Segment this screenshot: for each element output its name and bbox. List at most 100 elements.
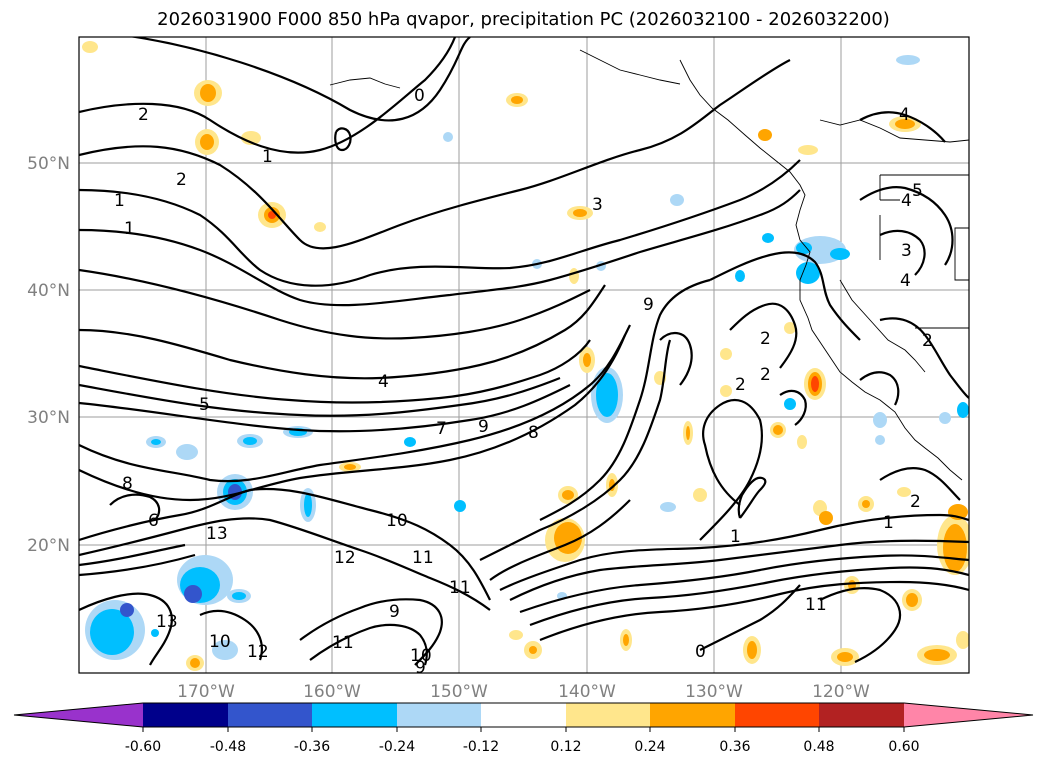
- colorbar-segment: [143, 703, 228, 727]
- precip-patch: [875, 435, 885, 445]
- contour-line: [79, 334, 627, 502]
- colorbar-segment: [397, 703, 481, 727]
- contour-label: 11: [332, 633, 354, 653]
- contour-line: [79, 284, 606, 380]
- contour-line: [309, 623, 428, 666]
- lat-label-30n: 30°N: [27, 408, 70, 428]
- lon-label-130w: 130°W: [685, 682, 743, 702]
- colorbar-tick-label: 0.24: [634, 739, 665, 755]
- contour-label: 9: [415, 658, 426, 678]
- contour-line: [79, 268, 591, 340]
- contour-label: 4: [899, 105, 910, 125]
- colorbar-tick-label: -0.48: [210, 739, 246, 755]
- colorbar-segment: [819, 703, 904, 727]
- precip-patch: [896, 55, 920, 65]
- contour-label: 3: [592, 195, 603, 215]
- contour-line: [539, 580, 969, 642]
- contour-label: 12: [334, 548, 356, 568]
- precip-patch: [660, 502, 676, 512]
- contour-label: 0: [414, 86, 425, 106]
- contour-label: 12: [247, 642, 269, 662]
- precip-patch: [443, 132, 453, 142]
- contour-label: 5: [912, 181, 923, 201]
- map-plot-area: 2 1 2 1 1 0 3 4 5 4 3 4 9 2 2 2 4 5 7 9: [78, 36, 970, 678]
- precip-patch: [837, 652, 853, 662]
- precip-patch: [819, 511, 833, 525]
- longitude-labels: 170°W 160°W 150°W 140°W 130°W 120°W: [177, 682, 870, 702]
- precip-patch: [184, 585, 202, 603]
- precip-patch: [943, 524, 967, 572]
- coastlines: [329, 49, 969, 481]
- lon-label-140w: 140°W: [558, 682, 616, 702]
- contour-label: 5: [199, 395, 210, 415]
- lon-label-150w: 150°W: [430, 682, 488, 702]
- latitude-labels: 50°N 40°N 30°N 20°N: [27, 154, 70, 556]
- contour-line: [79, 543, 186, 567]
- contour-line: [128, 37, 471, 122]
- precip-patch: [758, 129, 772, 141]
- colorbar-segment: [228, 703, 312, 727]
- contour-line: [479, 339, 672, 561]
- contour-line: [737, 476, 767, 519]
- colorbar-tick-label: -0.60: [125, 739, 161, 755]
- colorbar-tick-label: 0.60: [888, 739, 919, 755]
- colorbar-segment: [566, 703, 650, 727]
- contour-label: 4: [378, 372, 389, 392]
- precip-shading: [82, 41, 969, 671]
- precip-patch: [190, 658, 200, 668]
- colorbar-segment: [312, 703, 397, 727]
- contour-line: [79, 37, 457, 154]
- colorbar-extend-right: [904, 703, 1033, 727]
- colorbar-tick-label: 0.36: [719, 739, 750, 755]
- precip-patch: [511, 96, 523, 104]
- precip-patch: [720, 348, 732, 360]
- precip-patch: [686, 426, 690, 440]
- colorbar-tick-label: 0.12: [550, 739, 581, 755]
- contour-label: 10: [209, 632, 231, 652]
- colorbar: -0.60 -0.48 -0.36 -0.24 -0.12 0.12 0.24 …: [13, 702, 1034, 755]
- contour-line: [79, 59, 791, 250]
- contour-label: 3: [901, 241, 912, 261]
- contour-line: [529, 566, 969, 627]
- precip-patch: [344, 464, 356, 470]
- lat-label-20n: 20°N: [27, 536, 70, 556]
- precip-patch: [693, 488, 707, 502]
- colorbar-segment: [650, 703, 735, 727]
- coastline-island: [329, 77, 401, 89]
- precip-patch: [529, 646, 537, 654]
- precip-patch: [747, 641, 757, 659]
- lon-label-120w: 120°W: [812, 682, 870, 702]
- contour-label: 1: [124, 219, 135, 239]
- contour-line: [79, 517, 491, 611]
- precip-patch: [796, 242, 812, 254]
- contour-label: 7: [436, 419, 447, 439]
- precip-patch: [212, 640, 238, 660]
- contour-line: [519, 554, 969, 614]
- contour-line: [499, 513, 969, 591]
- colorbar-segment: [481, 703, 566, 727]
- precip-patch: [811, 376, 819, 392]
- lat-label-40n: 40°N: [27, 281, 70, 301]
- contour-label: 1: [262, 147, 273, 167]
- precip-patch: [176, 444, 198, 460]
- contour-label: 2: [910, 492, 921, 512]
- contour-line: [859, 111, 946, 143]
- contour-label: 4: [900, 271, 911, 291]
- precip-patch: [151, 629, 159, 637]
- precip-patch: [243, 437, 257, 445]
- precip-patch: [623, 634, 629, 646]
- state-borders: [879, 174, 969, 329]
- precip-patch: [304, 493, 312, 517]
- contour-line: [334, 127, 352, 152]
- precip-patch: [735, 270, 745, 282]
- contour-label: 2: [176, 170, 187, 190]
- precip-patch: [404, 437, 416, 447]
- colorbar-tick-label: -0.12: [463, 739, 499, 755]
- contour-line: [489, 499, 631, 581]
- precip-patch: [895, 119, 915, 129]
- contour-line: [709, 251, 861, 341]
- contour-line: [109, 493, 161, 521]
- contour-label: 0: [695, 642, 706, 662]
- colorbar-ticks: [142, 727, 905, 732]
